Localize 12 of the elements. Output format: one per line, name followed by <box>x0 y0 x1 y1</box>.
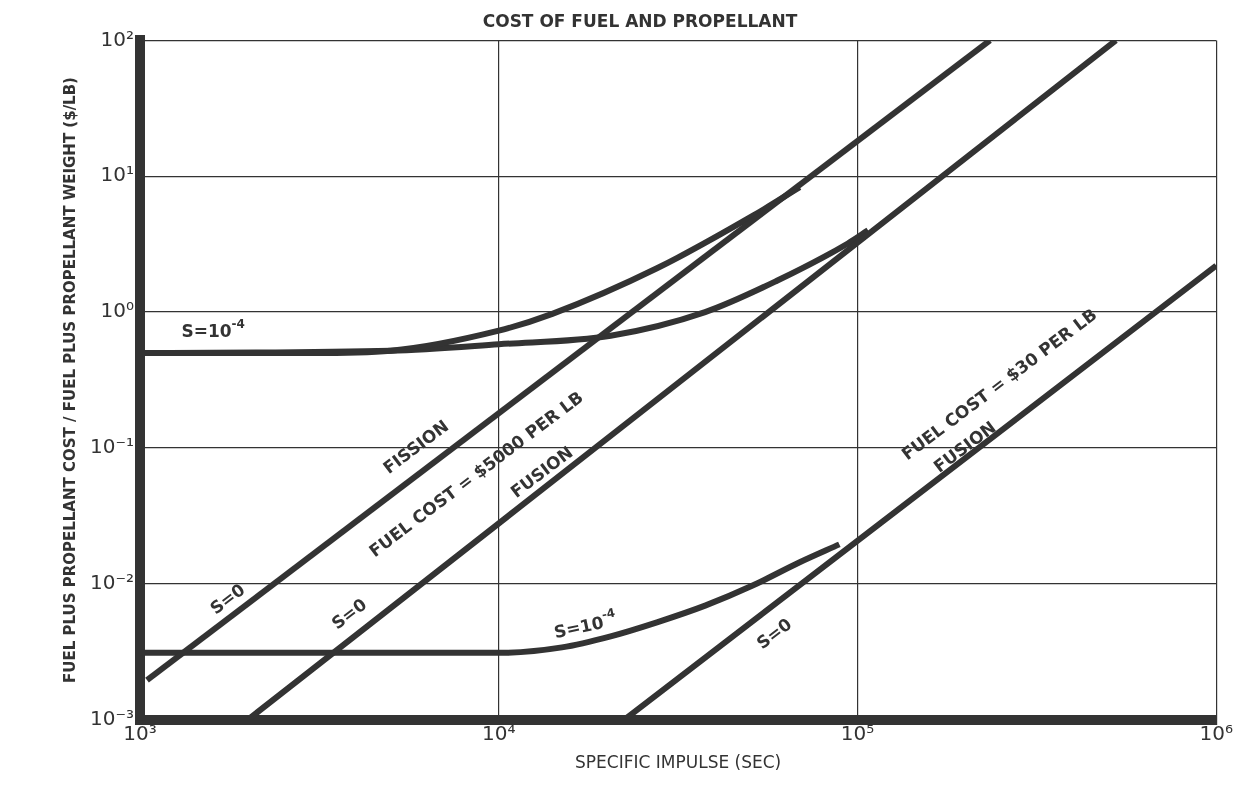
y-tick-label: 10² <box>100 26 135 51</box>
x-axis-title: SPECIFIC IMPULSE (SEC) <box>575 752 782 773</box>
y-tick-label: 10⁰ <box>100 298 135 323</box>
x-tick-label: 10⁴ <box>482 720 516 745</box>
y-tick-label: 10⁻¹ <box>89 434 135 459</box>
y-tick-label: 10⁻² <box>89 569 135 594</box>
x-tick-label: 10⁶ <box>1199 720 1233 745</box>
y-axis-title: FUEL PLUS PROPELLANT COST / FUEL PLUS PROPELLANT WEIGHT ($/LB) <box>60 77 79 683</box>
x-tick-label: 10⁵ <box>840 720 875 745</box>
chart-title: COST OF FUEL AND PROPELLANT <box>482 10 798 31</box>
annotation: S=10-4 <box>552 605 617 643</box>
y-tick-label: 10¹ <box>100 162 135 187</box>
